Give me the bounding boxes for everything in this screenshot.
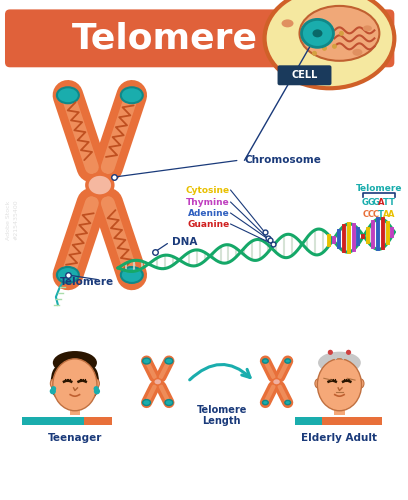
FancyBboxPatch shape	[5, 10, 395, 68]
Ellipse shape	[353, 49, 362, 56]
Ellipse shape	[57, 267, 79, 283]
Text: T: T	[378, 210, 384, 218]
Ellipse shape	[53, 359, 97, 410]
Text: C: C	[362, 210, 368, 218]
Bar	[70, 407, 80, 414]
Ellipse shape	[285, 400, 290, 404]
Ellipse shape	[317, 359, 361, 410]
Ellipse shape	[282, 20, 293, 28]
Text: Adobe Stock: Adobe Stock	[6, 200, 11, 239]
Bar	[334, 407, 345, 414]
Text: Telomere: Telomere	[60, 277, 114, 287]
Ellipse shape	[51, 366, 64, 398]
Text: Adenine: Adenine	[188, 208, 230, 218]
Ellipse shape	[273, 378, 281, 385]
Circle shape	[93, 386, 99, 392]
Circle shape	[322, 46, 327, 51]
Ellipse shape	[86, 366, 99, 398]
Ellipse shape	[143, 358, 151, 364]
Circle shape	[51, 386, 56, 392]
Ellipse shape	[57, 88, 79, 103]
Ellipse shape	[154, 378, 162, 385]
Text: C: C	[368, 210, 374, 218]
Ellipse shape	[302, 20, 333, 48]
Text: Telomere: Telomere	[72, 22, 258, 56]
Circle shape	[312, 51, 317, 56]
Ellipse shape	[165, 358, 173, 364]
Text: G: G	[362, 198, 369, 206]
Text: T: T	[388, 198, 394, 206]
Ellipse shape	[87, 174, 113, 196]
Ellipse shape	[363, 26, 372, 32]
Text: A: A	[378, 198, 384, 206]
Circle shape	[50, 388, 56, 394]
Text: Teenager: Teenager	[48, 432, 102, 442]
Text: Cytosine: Cytosine	[186, 186, 230, 194]
Ellipse shape	[50, 379, 57, 388]
Circle shape	[332, 44, 337, 49]
Ellipse shape	[299, 6, 379, 61]
Ellipse shape	[262, 400, 268, 404]
Ellipse shape	[93, 379, 100, 388]
Bar	[84, 416, 112, 424]
Ellipse shape	[262, 359, 268, 363]
Ellipse shape	[285, 359, 290, 363]
Circle shape	[94, 388, 100, 394]
Text: Elderly Adult: Elderly Adult	[302, 432, 377, 442]
Text: #215435400: #215435400	[14, 200, 19, 240]
FancyArrowPatch shape	[190, 364, 250, 380]
FancyBboxPatch shape	[277, 66, 331, 86]
Ellipse shape	[121, 88, 143, 103]
Text: G: G	[367, 198, 374, 206]
Text: G: G	[373, 198, 379, 206]
Ellipse shape	[315, 379, 322, 388]
Text: Telomere: Telomere	[356, 184, 403, 192]
Bar	[295, 416, 322, 424]
Ellipse shape	[121, 267, 143, 283]
Text: CELL: CELL	[291, 70, 318, 81]
Text: Telomere
Length: Telomere Length	[196, 404, 247, 426]
Circle shape	[346, 350, 351, 355]
Text: Chromosome: Chromosome	[245, 155, 322, 165]
Ellipse shape	[313, 30, 322, 38]
Circle shape	[328, 350, 333, 355]
Circle shape	[339, 31, 344, 36]
Text: T: T	[383, 198, 389, 206]
Ellipse shape	[53, 351, 97, 374]
Text: A: A	[388, 210, 395, 218]
Ellipse shape	[357, 379, 364, 388]
Text: A: A	[383, 210, 389, 218]
Text: C: C	[373, 210, 379, 218]
Text: DNA: DNA	[172, 237, 197, 247]
Ellipse shape	[143, 400, 151, 406]
Ellipse shape	[318, 352, 361, 374]
Bar	[322, 416, 382, 424]
Bar	[22, 416, 84, 424]
Text: Guanine: Guanine	[187, 220, 230, 228]
Ellipse shape	[264, 0, 395, 88]
Ellipse shape	[165, 400, 173, 406]
Text: Thymine: Thymine	[186, 198, 230, 206]
